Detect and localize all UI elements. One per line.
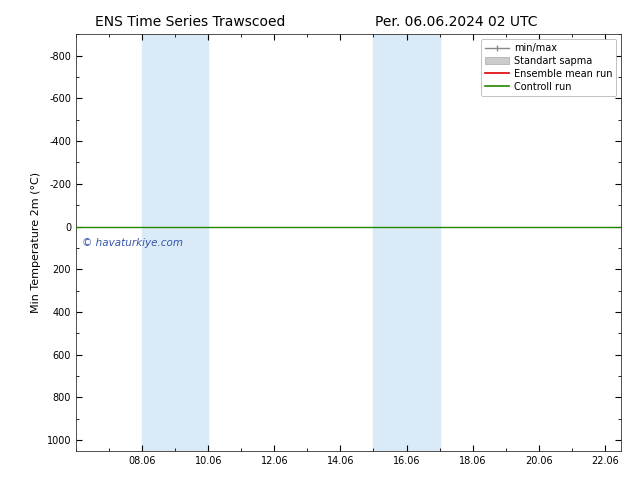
Bar xyxy=(142,34,208,451)
Y-axis label: Min Temperature 2m (°C): Min Temperature 2m (°C) xyxy=(31,172,41,313)
Bar xyxy=(373,34,439,451)
Text: ENS Time Series Trawscoed: ENS Time Series Trawscoed xyxy=(95,15,285,29)
Legend: min/max, Standart sapma, Ensemble mean run, Controll run: min/max, Standart sapma, Ensemble mean r… xyxy=(481,39,616,96)
Text: Per. 06.06.2024 02 UTC: Per. 06.06.2024 02 UTC xyxy=(375,15,538,29)
Text: © havaturkiye.com: © havaturkiye.com xyxy=(82,238,183,247)
